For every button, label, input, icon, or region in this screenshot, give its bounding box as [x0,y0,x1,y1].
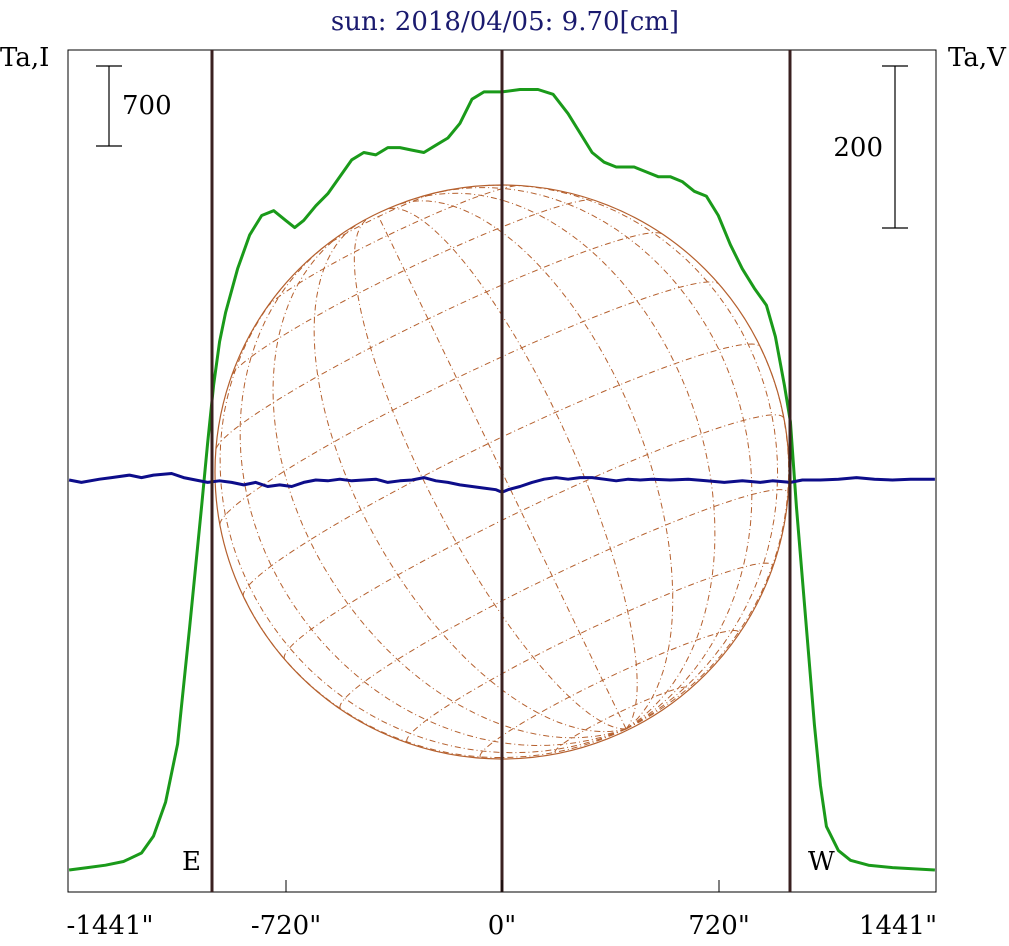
latitude-line-60 [266,185,520,309]
x-tick-label-4: 1441" [859,911,937,941]
right-axis-label: Ta,V [948,43,1007,73]
heliographic-grid [215,184,790,759]
x-axis-ticks: -1441" -720" 0" 720" 1441" [67,880,937,941]
polarization-scale-label: 200 [833,133,883,163]
west-limb-label: W [808,847,835,877]
intensity-scale-label: 700 [122,91,172,121]
longitude-line--45 [272,228,627,739]
longitude-line-30 [397,200,674,730]
intensity-scale-bar: 700 [96,65,172,147]
left-axis-label: Ta,I [0,43,49,73]
latitude-line-45 [231,199,594,375]
longitude-line-75 [488,184,779,730]
latitude-line-75 [320,191,441,250]
longitude-line-15 [387,207,638,730]
x-tick-label-0: -1441" [67,911,154,941]
vertical-markers [210,50,792,892]
latitude-line-15 [219,281,719,525]
longitude-line--15 [353,218,627,730]
series-line-polarization [68,472,935,494]
longitude-line--60 [239,247,627,747]
x-tick-label-3: 720" [688,911,750,941]
longitude-line-60 [438,187,753,730]
latitude-line--45 [406,562,773,743]
chart-title: sun: 2018/04/05: 9.70[cm] [331,7,679,37]
series-line-intensity [68,88,935,872]
longitude-line--90 [243,596,627,759]
longitude-line--30 [313,223,627,733]
x-tick-label-1: -720" [251,911,321,941]
east-limb-label: E [182,847,201,877]
latitude-line-0 [242,343,761,597]
x-tick-label-2: 0" [488,911,517,941]
longitude-line--75 [219,283,627,754]
polarization-scale-bar: 200 [833,65,908,229]
solar-disk [214,184,790,760]
longitude-line-90 [625,346,790,730]
longitude-line-45 [406,192,716,730]
